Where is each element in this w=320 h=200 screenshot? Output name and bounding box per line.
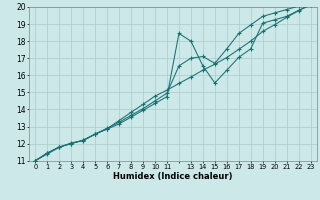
X-axis label: Humidex (Indice chaleur): Humidex (Indice chaleur)	[113, 172, 233, 181]
